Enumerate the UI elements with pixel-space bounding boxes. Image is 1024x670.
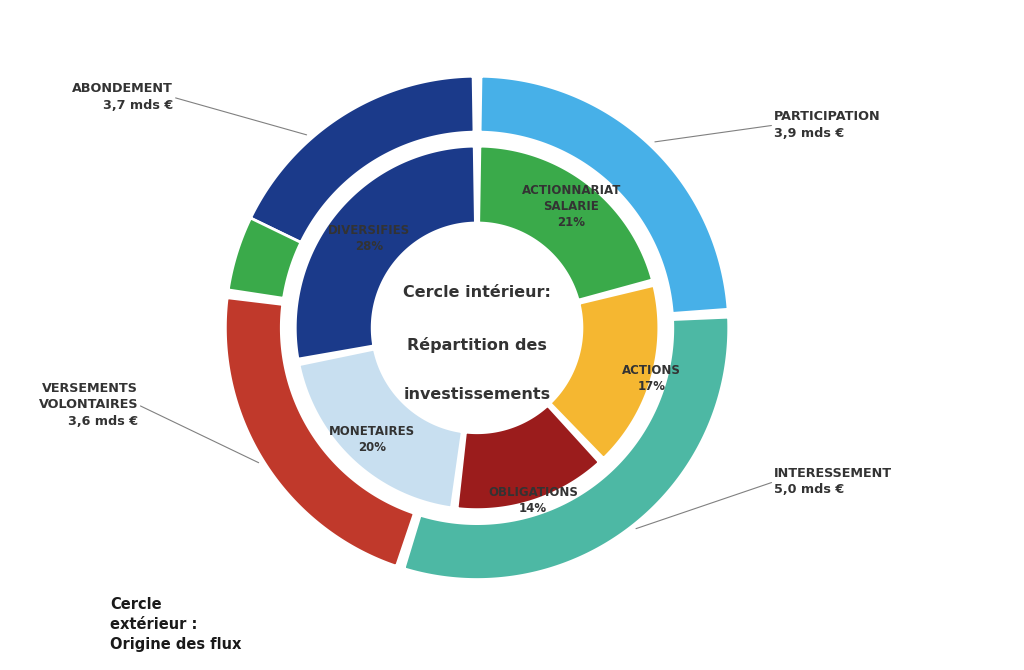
Polygon shape <box>478 146 652 300</box>
Text: ABONDEMENT
3,7 mds €: ABONDEMENT 3,7 mds € <box>72 82 173 112</box>
Polygon shape <box>404 317 729 580</box>
Text: MONETAIRES
20%: MONETAIRES 20% <box>329 425 415 454</box>
Text: investissements: investissements <box>403 387 551 402</box>
Text: ACTIONS
17%: ACTIONS 17% <box>623 364 681 393</box>
Polygon shape <box>225 297 415 566</box>
Polygon shape <box>550 285 658 458</box>
Text: Cercle
extérieur :
Origine des flux: Cercle extérieur : Origine des flux <box>110 597 242 652</box>
Text: ACTIONNARIAT
SALARIE
21%: ACTIONNARIAT SALARIE 21% <box>521 184 621 229</box>
Text: INTERESSEMENT
5,0 mds €: INTERESSEMENT 5,0 mds € <box>774 467 892 496</box>
Polygon shape <box>457 405 599 510</box>
Text: Répartition des: Répartition des <box>408 337 547 353</box>
Polygon shape <box>228 218 301 298</box>
Polygon shape <box>251 76 474 243</box>
Text: OBLIGATIONS
14%: OBLIGATIONS 14% <box>488 486 579 515</box>
Polygon shape <box>295 146 475 359</box>
Polygon shape <box>480 76 728 314</box>
Text: DIVERSIFIES
28%: DIVERSIFIES 28% <box>329 224 411 253</box>
Text: Cercle intérieur:: Cercle intérieur: <box>403 285 551 300</box>
Polygon shape <box>299 349 462 508</box>
Text: PARTICIPATION
3,9 mds €: PARTICIPATION 3,9 mds € <box>774 111 881 140</box>
Text: VERSEMENTS
VOLONTAIRES
3,6 mds €: VERSEMENTS VOLONTAIRES 3,6 mds € <box>39 382 138 427</box>
